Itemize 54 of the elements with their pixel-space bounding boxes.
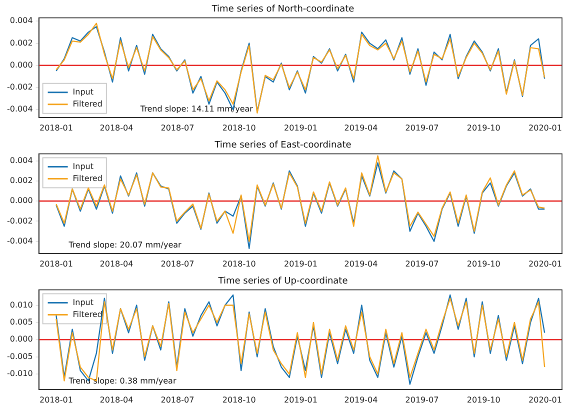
y-tick-label: -0.002	[6, 216, 33, 226]
chart-title: Time series of Up-coordinate	[217, 276, 348, 287]
x-tick-label: 2019-10	[466, 395, 500, 404]
annotation: Trend slope: 0.38 mm/year	[68, 376, 177, 386]
y-tick-label: 0.010	[10, 300, 33, 310]
x-tick-label: 2018-01	[39, 123, 73, 132]
y-tick-label: 0.004	[10, 16, 33, 26]
x-tick-label: 2019-07	[405, 395, 439, 404]
x-tick-label: 2019-01	[284, 123, 318, 132]
y-tick-label: 0.000	[10, 196, 33, 206]
x-tick-label: 2018-10	[222, 395, 256, 404]
x-tick-label: 2020-01	[528, 259, 562, 268]
legend-label: Filtered	[72, 99, 102, 108]
annotation: Trend slope: 14.11 mm/year	[139, 104, 254, 114]
x-tick-label: 2019-10	[466, 123, 500, 132]
chart-title: Time series of East-coordinate	[214, 140, 352, 151]
y-tick-label: -0.005	[6, 352, 33, 361]
x-tick-label: 2018-04	[100, 123, 134, 132]
x-tick-label: 2019-04	[344, 259, 378, 268]
y-tick-label: -0.002	[6, 82, 33, 92]
legend-label: Filtered	[72, 174, 102, 183]
x-tick-label: 2019-01	[284, 395, 318, 404]
x-tick-label: 2018-01	[39, 395, 73, 404]
y-tick-label: 0.005	[10, 318, 33, 327]
x-tick-label: 2019-07	[405, 259, 439, 268]
x-tick-label: 2019-04	[344, 123, 378, 132]
y-tick-label: -0.010	[6, 369, 33, 378]
y-tick-label: 0.000	[10, 334, 33, 344]
y-tick-label: -0.004	[6, 104, 33, 114]
legend-label: Filtered	[72, 310, 102, 319]
legend-label: Input	[72, 162, 94, 171]
x-tick-label: 2018-07	[160, 395, 194, 404]
x-tick-label: 2018-10	[222, 259, 256, 268]
y-tick-label: 0.004	[10, 156, 33, 165]
x-tick-label: 2019-01	[284, 259, 318, 268]
chart-title: Time series of North-coordinate	[210, 4, 355, 15]
x-tick-label: 2019-07	[405, 123, 439, 132]
x-tick-label: 2018-10	[222, 123, 256, 132]
x-tick-label: 2018-01	[39, 259, 73, 268]
legend-label: Input	[72, 87, 94, 96]
legend-label: Input	[72, 298, 94, 307]
y-tick-label: 0.002	[10, 176, 33, 186]
x-tick-label: 2020-01	[528, 395, 562, 404]
x-tick-label: 2018-07	[160, 123, 194, 132]
x-tick-label: 2018-04	[100, 259, 134, 268]
annotation: Trend slope: 20.07 mm/year	[68, 240, 182, 250]
y-tick-label: -0.004	[6, 236, 33, 246]
x-tick-label: 2018-07	[160, 259, 194, 268]
x-tick-label: 2018-04	[100, 395, 134, 404]
y-tick-label: 0.000	[10, 60, 33, 70]
x-tick-label: 2019-04	[344, 395, 378, 404]
x-tick-label: 2020-01	[528, 123, 562, 132]
x-tick-label: 2019-10	[466, 259, 500, 268]
y-tick-label: 0.002	[10, 38, 33, 48]
